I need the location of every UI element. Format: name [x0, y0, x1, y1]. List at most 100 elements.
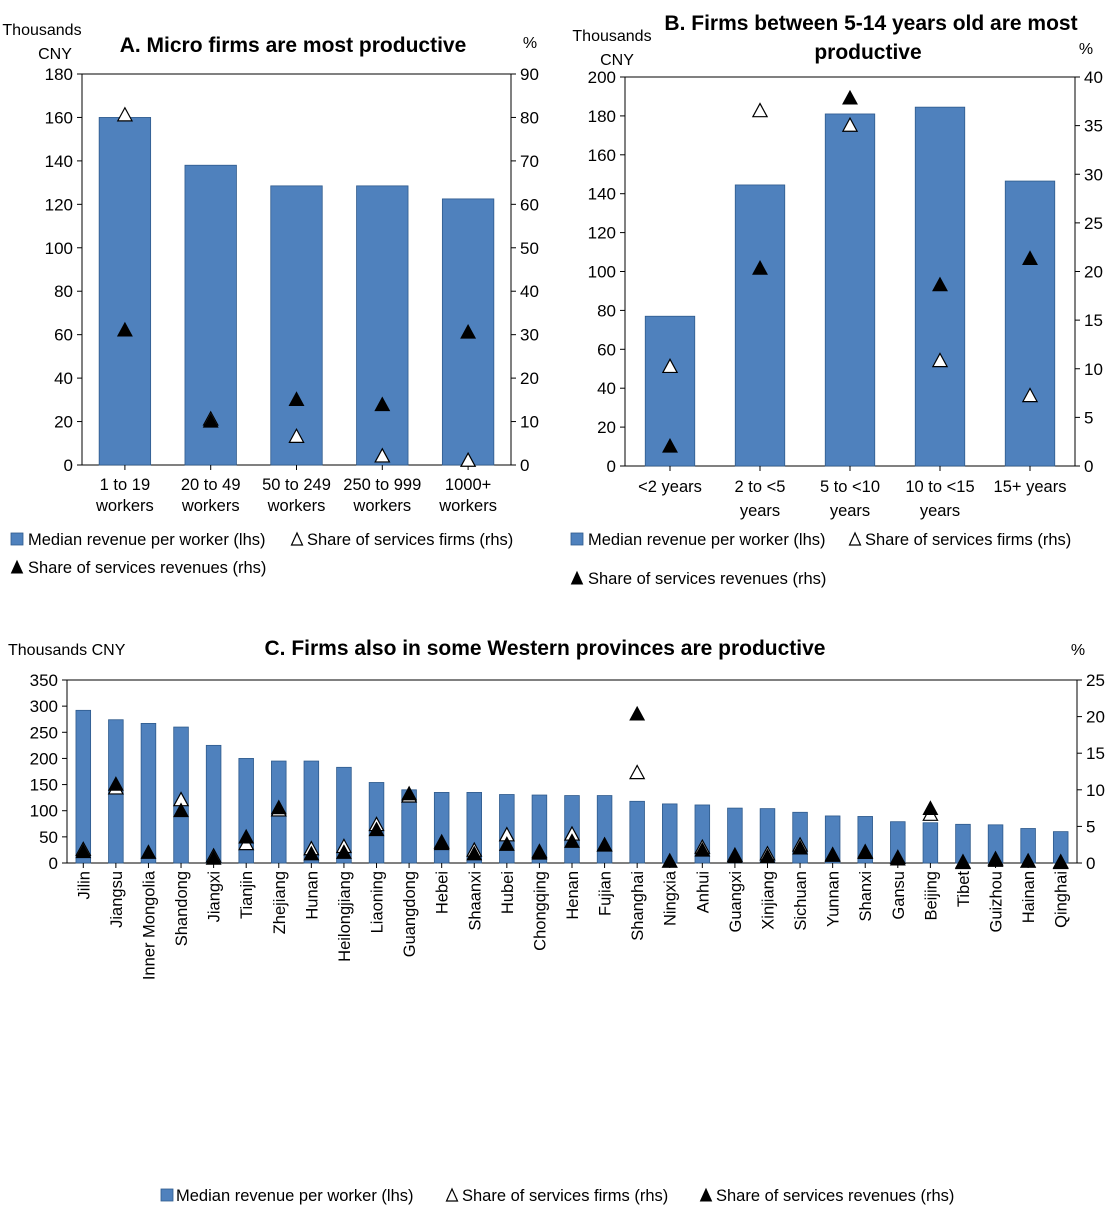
panel-b-lhs-unit-line-1: Thousands	[572, 28, 651, 45]
panel-b-title-line-2: productive	[814, 41, 921, 64]
right-tick-label: 50	[520, 239, 539, 258]
panel-c-legend-open: Share of services firms (rhs)	[462, 1187, 668, 1205]
panel-b-lhs-unit-line-2: CNY	[600, 52, 634, 69]
panel-b-title-line-1: B. Firms between 5-14 years old are most	[664, 12, 1077, 35]
right-tick-label: 5	[1086, 817, 1095, 836]
panel-a-legend-open: Share of services firms (rhs)	[307, 531, 513, 549]
province-label: Shanxi	[857, 871, 875, 921]
province-label: Chongqing	[531, 871, 549, 951]
services-revenues-marker	[335, 844, 352, 859]
services-firms-marker	[841, 116, 859, 132]
legend-bar-swatch	[10, 532, 24, 546]
category-label: 5 to <10	[820, 478, 880, 496]
panel-a-legend-filled: Share of services revenues (rhs)	[28, 559, 266, 577]
right-tick-label: 0	[1084, 457, 1093, 476]
right-tick-label: 25	[1084, 214, 1103, 233]
province-label: Hainan	[1020, 871, 1038, 923]
panel-b-legend-open: Share of services firms (rhs)	[865, 531, 1071, 549]
services-revenues-marker	[726, 848, 743, 864]
left-tick-label: 0	[607, 457, 616, 476]
panel-c-title: C. Firms also in some Western provinces …	[265, 637, 826, 660]
legend-open-triangle-icon	[848, 531, 862, 546]
right-tick-label: 10	[1084, 360, 1103, 379]
panel-b: B. Firms between 5-14 years old are most…	[570, 12, 1103, 588]
legend-filled-triangle-icon	[10, 559, 24, 574]
panel-c-legend-filled: Share of services revenues (rhs)	[716, 1187, 954, 1205]
right-tick-label: 20	[1084, 263, 1103, 282]
province-label: Jiangxi	[206, 871, 224, 922]
services-revenues-marker	[140, 844, 157, 859]
bar	[629, 800, 645, 864]
services-revenues-marker	[205, 850, 222, 865]
category-label: 50 to 249	[262, 476, 331, 494]
services-revenues-marker	[202, 413, 219, 428]
bar	[1004, 180, 1056, 467]
right-tick-label: 15	[1084, 311, 1103, 330]
services-revenues-marker	[116, 321, 133, 337]
panel-b-plot: 0 20 40 60 80 100 120 140 160 180 200 0 5 10 15 20 25 30 3…	[588, 68, 1103, 520]
province-label: Yunnan	[825, 871, 843, 927]
services-revenues-marker	[564, 833, 580, 848]
legend-filled-triangle-icon	[699, 1187, 713, 1202]
services-revenues-marker	[460, 323, 477, 339]
category-label: years	[740, 502, 780, 520]
left-tick-label: 20	[597, 418, 616, 437]
bar	[824, 113, 876, 467]
services-revenues-marker	[889, 850, 906, 866]
province-label: Inner Mongolia	[140, 870, 158, 980]
services-firms-marker	[459, 451, 477, 467]
right-tick-label: 35	[1084, 117, 1103, 136]
province-label: Qinghai	[1053, 871, 1071, 928]
services-revenues-marker	[531, 844, 548, 860]
panel-b-legend: Median revenue per worker (lhs) Share of…	[570, 531, 1071, 588]
province-label: Anhui	[694, 871, 712, 913]
category-label: years	[920, 502, 960, 520]
province-label: Xinjiang	[759, 871, 777, 930]
category-label: workers	[95, 497, 154, 515]
services-revenues-marker	[842, 89, 858, 105]
services-revenues-marker	[238, 828, 255, 844]
right-tick-label: 25	[1086, 671, 1105, 690]
panel-c-plot: 0 50 100 150 200 250 300 350 0 5 10 15 20 25 Jilin Jian…	[30, 671, 1105, 980]
bar	[433, 792, 450, 864]
province-label: Shandong	[173, 871, 191, 946]
panel-c-rhs-unit: %	[1071, 642, 1085, 659]
services-firms-marker	[629, 764, 646, 780]
legend-filled-triangle-icon	[570, 570, 584, 585]
services-firms-marker	[751, 102, 769, 118]
right-tick-label: 80	[520, 108, 539, 127]
services-revenues-marker	[596, 836, 613, 852]
services-revenues-marker	[401, 785, 418, 801]
services-firms-marker	[1021, 387, 1039, 403]
right-tick-label: 0	[1086, 854, 1095, 873]
legend-bar-swatch	[570, 532, 584, 546]
services-revenues-marker	[1022, 250, 1038, 265]
left-tick-label: 200	[588, 68, 616, 87]
right-tick-label: 90	[520, 65, 539, 84]
left-tick-label: 150	[30, 776, 58, 795]
panel-a-title: A. Micro firms are most productive	[120, 34, 467, 57]
bar	[596, 795, 613, 864]
right-tick-label: 10	[520, 413, 539, 432]
category-label: workers	[438, 497, 497, 515]
category-label: workers	[181, 497, 240, 515]
services-revenues-marker	[288, 391, 305, 406]
bar	[922, 822, 939, 864]
left-tick-label: 250	[30, 723, 58, 742]
services-revenues-marker	[1052, 854, 1069, 870]
right-tick-label: 0	[520, 456, 529, 475]
legend-open-triangle-icon	[290, 531, 304, 546]
province-label: Guizhou	[988, 871, 1006, 932]
services-revenues-marker	[374, 396, 391, 412]
panel-a: A. Micro firms are most productive Thous…	[2, 22, 539, 577]
province-label: Henan	[564, 871, 582, 920]
services-revenues-marker	[661, 852, 678, 868]
legend-open-triangle-icon	[445, 1187, 459, 1202]
province-label: Tianjin	[238, 871, 256, 919]
category-label: 15+ years	[994, 478, 1067, 496]
province-label: Heilongjiang	[336, 871, 354, 962]
services-revenues-marker	[955, 854, 971, 870]
category-label: 250 to 999	[343, 476, 421, 494]
right-tick-label: 60	[520, 195, 539, 214]
